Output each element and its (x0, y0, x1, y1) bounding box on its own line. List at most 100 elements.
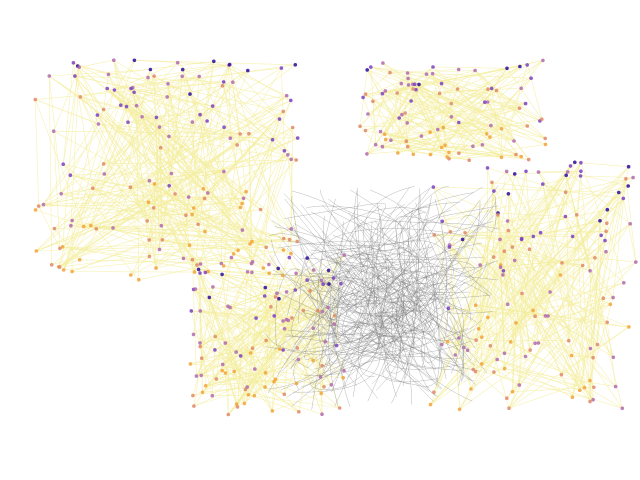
edge (362, 97, 383, 147)
edge (198, 76, 238, 146)
node (220, 368, 224, 373)
node (382, 132, 387, 136)
edge (223, 81, 252, 264)
edge (538, 171, 577, 216)
edge (198, 269, 245, 404)
edge (228, 310, 304, 415)
node (520, 291, 524, 296)
edge (382, 72, 408, 147)
edge (365, 93, 431, 133)
curve (273, 189, 375, 307)
node (71, 61, 76, 65)
node (501, 273, 505, 277)
edge (590, 192, 620, 349)
node (160, 238, 165, 242)
curve (314, 203, 406, 385)
node (621, 196, 626, 201)
node (329, 383, 334, 387)
nodes (33, 58, 638, 417)
node (159, 223, 164, 228)
curve (383, 264, 475, 284)
edge (475, 265, 583, 372)
edge (162, 120, 208, 241)
node (157, 247, 162, 252)
edge (538, 170, 581, 173)
edge (475, 304, 629, 328)
node (275, 291, 279, 296)
node (540, 117, 544, 121)
edge (215, 336, 297, 384)
edge (171, 173, 176, 194)
edge (437, 70, 476, 130)
edge (229, 307, 267, 341)
edge (193, 389, 246, 407)
edge (200, 310, 206, 386)
edge (200, 293, 278, 347)
edge (72, 271, 195, 273)
edge (458, 122, 528, 127)
node (61, 162, 65, 166)
node (471, 144, 475, 149)
curve (278, 240, 472, 361)
edge (399, 88, 492, 119)
edge (499, 239, 607, 252)
node (626, 164, 631, 169)
edge (162, 154, 288, 241)
edge (512, 246, 614, 298)
edge (580, 175, 591, 271)
node (229, 255, 234, 260)
edge (372, 101, 399, 154)
edge (430, 60, 544, 155)
node (323, 339, 328, 344)
node (431, 185, 436, 189)
edge (445, 144, 529, 160)
node (428, 152, 433, 157)
node (498, 265, 503, 270)
node (446, 306, 451, 311)
node (414, 87, 418, 92)
edge (192, 259, 272, 308)
node (106, 72, 111, 77)
edge (138, 249, 284, 280)
node (281, 319, 285, 323)
edge (204, 127, 293, 232)
node (579, 169, 583, 173)
edge (198, 269, 273, 412)
node (403, 111, 407, 115)
edge (503, 220, 508, 271)
edge (365, 77, 532, 131)
node (634, 260, 638, 264)
edge (433, 186, 596, 259)
node (96, 122, 101, 126)
node (480, 335, 484, 340)
edge (458, 90, 497, 154)
node (203, 270, 208, 275)
edge (502, 274, 630, 328)
node (604, 249, 608, 254)
node (439, 81, 444, 86)
edge (467, 350, 520, 386)
node (198, 341, 202, 345)
node (70, 218, 74, 223)
node (531, 308, 535, 313)
edge (508, 209, 608, 231)
node (558, 273, 563, 277)
curve (356, 187, 437, 396)
edge (370, 66, 427, 75)
edge (248, 394, 299, 413)
node (140, 115, 144, 119)
edge (365, 93, 448, 158)
node (295, 239, 300, 244)
edge (582, 265, 591, 402)
edge (168, 76, 183, 186)
edge (506, 68, 543, 120)
edge (198, 269, 203, 393)
edge (192, 67, 282, 123)
edge (397, 125, 491, 154)
node (51, 129, 56, 133)
node (220, 362, 225, 367)
edge (205, 283, 330, 387)
curve (269, 293, 362, 390)
edge (233, 253, 269, 265)
edge (130, 88, 292, 160)
